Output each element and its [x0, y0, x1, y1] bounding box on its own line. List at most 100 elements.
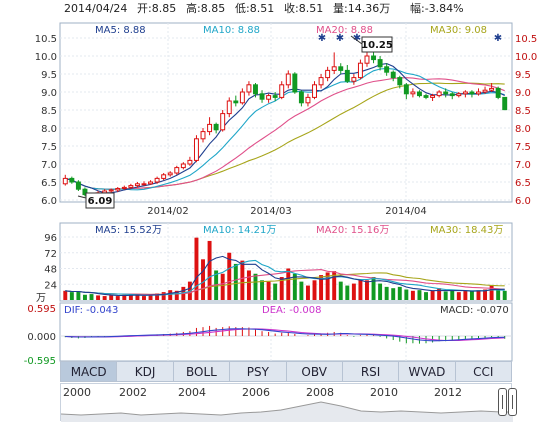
svg-text:6.09: 6.09: [88, 196, 113, 207]
price-ma20-label: MA20: 8.88: [316, 25, 373, 36]
year-2000: 2000: [63, 386, 91, 399]
volume-bar: [109, 295, 114, 300]
volume-bar: [168, 290, 173, 300]
candle-body: [325, 69, 331, 79]
price-tick-right: 7.0: [515, 160, 531, 171]
volume-bar: [279, 277, 284, 300]
macd-dea-label: DEA: -0.008: [262, 305, 321, 316]
volume-ma20-line: [65, 269, 505, 295]
max-price-tag: 10.25: [350, 35, 393, 53]
macd-dif-line: [65, 328, 505, 342]
x-tick-2014-04: 2014/04: [385, 206, 427, 217]
range-handle-left[interactable]: [498, 388, 507, 416]
timeline-navigator[interactable]: 2000 2002 2004 2006 2008 2010 2012: [60, 383, 517, 422]
volume-unit: 万: [36, 293, 46, 304]
candle-body: [233, 100, 239, 104]
candle-body: [180, 163, 186, 169]
tab-macd[interactable]: MACD: [61, 362, 118, 381]
volume-bar: [174, 290, 179, 300]
volume-bar: [469, 291, 474, 300]
tab-psy[interactable]: PSY: [230, 362, 287, 381]
year-2010: 2010: [370, 386, 398, 399]
event-star-icon[interactable]: ✱: [494, 33, 502, 44]
candle-body: [318, 77, 324, 86]
candle-body: [154, 177, 160, 183]
price-tick-left: 8.0: [41, 124, 57, 135]
volume-bar: [161, 292, 166, 300]
tab-boll[interactable]: BOLL: [174, 362, 231, 381]
candle-body: [312, 84, 317, 98]
tab-wvad[interactable]: WVAD: [399, 362, 456, 381]
candle-body: [331, 66, 337, 71]
candle-body: [220, 113, 226, 131]
tab-kdj[interactable]: KDJ: [117, 362, 174, 381]
volume-bar: [96, 295, 101, 300]
price-tick-right: 10.5: [515, 34, 537, 45]
candle-body: [266, 95, 272, 100]
volume-bar: [128, 294, 133, 300]
price-tick-left: 6.0: [41, 196, 57, 207]
price-tick-left: 6.5: [41, 178, 57, 189]
volume-bar: [122, 294, 127, 300]
header-open: 开:8.85: [137, 2, 176, 15]
volume-bar: [397, 286, 402, 300]
candle-body: [476, 91, 481, 95]
price-panel: [59, 22, 513, 203]
candle-body: [305, 96, 311, 104]
volume-bar: [142, 296, 146, 300]
volume-bar: [384, 286, 389, 300]
vol-ma10-label: MA10: 14.21万: [203, 225, 276, 236]
candle-body: [495, 87, 501, 98]
price-tick-right: 8.5: [515, 106, 531, 117]
volume-bar: [463, 290, 468, 300]
price-tick-right: 6.0: [515, 196, 531, 207]
volume-bar: [325, 272, 330, 300]
header-date: 2014/04/24: [64, 2, 127, 15]
volume-bar: [286, 268, 291, 300]
volume-bar: [201, 259, 205, 300]
volume-bar: [332, 271, 337, 300]
volume-bar: [299, 281, 304, 300]
price-ma30-label: MA30: 9.08: [430, 25, 487, 36]
x-tick-2014-02: 2014/02: [147, 206, 189, 217]
candle-body: [469, 91, 475, 95]
macd-tick-zero: 0.000: [27, 332, 56, 343]
svg-text:10.25: 10.25: [361, 40, 393, 51]
candle-body: [134, 183, 140, 187]
candle-body: [462, 91, 468, 95]
vol-ma20-label: MA20: 15.16万: [316, 225, 389, 236]
candle-body: [246, 84, 252, 93]
candle-body: [397, 77, 403, 86]
volume-bar: [63, 290, 68, 300]
volume-bar: [378, 283, 383, 300]
candle-body: [187, 159, 193, 165]
price-ma5-label: MA5: 8.88: [95, 25, 146, 36]
volume-bar: [76, 291, 81, 300]
volume-bar: [253, 273, 258, 300]
volume-bar: [266, 281, 271, 300]
candle-body: [403, 84, 409, 95]
volume-bar: [319, 275, 324, 300]
range-handle-right[interactable]: [508, 388, 517, 416]
event-star-icon[interactable]: ✱: [336, 33, 344, 44]
volume-tick: 48: [44, 265, 57, 276]
candle-body: [482, 89, 488, 93]
tab-obv[interactable]: OBV: [287, 362, 343, 381]
year-2002: 2002: [119, 386, 147, 399]
event-star-icon[interactable]: ✱: [353, 33, 361, 44]
tab-rsi[interactable]: RSI: [343, 362, 400, 381]
candle-body: [279, 84, 285, 98]
volume-bar: [155, 293, 160, 300]
candle-body: [430, 95, 436, 98]
price-tick-right: 9.0: [515, 88, 531, 99]
candle-body: [436, 91, 442, 97]
candle-body: [207, 123, 213, 133]
volume-moving-averages: [65, 255, 505, 297]
macd-lines: [65, 328, 505, 342]
tab-cci[interactable]: CCI: [473, 364, 494, 379]
volume-bar: [410, 290, 415, 300]
price-tick-left: 7.0: [41, 160, 57, 171]
event-star-icon[interactable]: ✱: [318, 33, 326, 44]
